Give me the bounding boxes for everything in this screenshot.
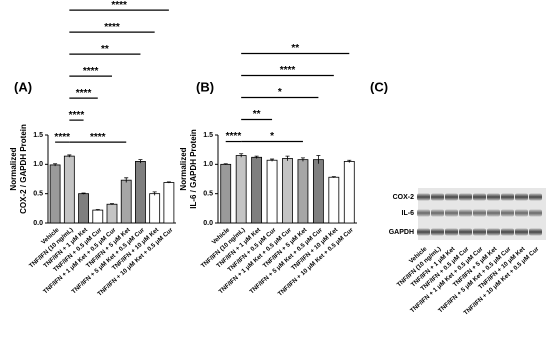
blot-band <box>487 193 500 201</box>
significance-label: **** <box>54 132 70 143</box>
blot-band <box>431 193 444 201</box>
blot-band <box>445 193 458 201</box>
bar <box>328 176 340 224</box>
blot-band <box>529 228 542 236</box>
bar <box>106 203 118 224</box>
blot-band <box>501 209 514 217</box>
error-bar <box>270 158 275 162</box>
blot-band <box>431 209 444 217</box>
blot-band <box>417 193 430 201</box>
bar <box>49 164 61 224</box>
bar <box>78 193 89 224</box>
blot-band <box>529 193 542 201</box>
blot-band <box>487 228 500 236</box>
blot-band <box>417 228 430 236</box>
significance-label: **** <box>90 132 106 143</box>
bar <box>266 159 278 224</box>
error-bar <box>124 177 129 183</box>
blot-band <box>431 228 444 236</box>
blot-band <box>459 228 472 236</box>
significance-label: ** <box>291 43 299 54</box>
bar <box>297 159 309 224</box>
error-bar <box>285 155 290 161</box>
error-bar <box>95 209 100 211</box>
significance-label: ** <box>253 109 261 120</box>
significance-label: **** <box>69 110 85 121</box>
blot-row-label: IL-6 <box>402 210 415 217</box>
blot-band <box>515 228 528 236</box>
blot-band <box>515 193 528 201</box>
significance-label: **** <box>76 88 92 99</box>
bar <box>92 209 104 224</box>
blot-band <box>501 193 514 201</box>
error-bar <box>67 154 72 158</box>
bar <box>251 156 263 224</box>
y-axis-label: Normalized <box>9 147 18 190</box>
blot-band <box>487 209 500 217</box>
blot-band <box>459 209 472 217</box>
significance-label: **** <box>111 0 127 11</box>
bar <box>149 193 161 224</box>
y-tick-label: 1.5 <box>203 132 213 139</box>
error-bar <box>152 191 157 196</box>
blot-row-label: GAPDH <box>389 229 414 236</box>
panel-label: (B) <box>196 79 214 94</box>
bar <box>135 160 146 224</box>
significance-label: **** <box>104 22 120 33</box>
error-bar <box>239 153 244 158</box>
bar <box>235 155 247 224</box>
bar <box>63 155 75 224</box>
error-bar <box>81 192 86 195</box>
y-tick-label: 1.5 <box>33 132 43 139</box>
bar <box>120 179 132 224</box>
significance-label: ** <box>101 44 109 55</box>
error-bar <box>331 176 336 178</box>
error-bar <box>254 155 259 159</box>
blot-band <box>417 209 430 217</box>
error-bar <box>223 163 228 165</box>
error-bar <box>166 181 171 184</box>
error-bar <box>347 159 352 163</box>
error-bar <box>110 203 114 205</box>
blot-band <box>473 228 486 236</box>
error-bar <box>138 159 143 164</box>
significance-label: **** <box>83 66 99 77</box>
bar <box>163 182 175 224</box>
bar <box>312 159 324 224</box>
bar <box>343 160 355 224</box>
error-bar <box>300 157 305 162</box>
y-tick-label: 0.0 <box>33 220 43 227</box>
significance-label: * <box>270 131 274 142</box>
error-bar <box>53 163 58 167</box>
blot-band <box>473 193 486 201</box>
panel-label: (C) <box>370 79 388 94</box>
y-tick-label: 1.0 <box>203 161 213 168</box>
y-tick-label: 0.5 <box>33 191 43 198</box>
y-axis-label: IL-6 / GAPDH Protein <box>189 129 198 209</box>
error-bar <box>316 155 321 164</box>
blot-band <box>501 228 514 236</box>
y-axis-label: Normalized <box>179 147 188 190</box>
blot-row-label: COX-2 <box>393 194 415 201</box>
y-tick-label: 0.5 <box>203 191 213 198</box>
blot-band <box>445 228 458 236</box>
blot-band <box>459 193 472 201</box>
panel-label: (A) <box>14 79 32 94</box>
significance-label: **** <box>226 131 242 142</box>
y-tick-label: 0.0 <box>203 220 213 227</box>
blot-band <box>445 209 458 217</box>
blot-band <box>529 209 542 217</box>
blot-band <box>473 209 486 217</box>
significance-label: * <box>278 87 282 98</box>
bar <box>282 158 293 224</box>
bar <box>220 163 232 224</box>
y-axis-label: COX-2 / GAPDH Protein <box>19 124 28 214</box>
significance-label: **** <box>280 65 296 76</box>
blot-band <box>515 209 528 217</box>
y-tick-label: 1.0 <box>33 161 43 168</box>
